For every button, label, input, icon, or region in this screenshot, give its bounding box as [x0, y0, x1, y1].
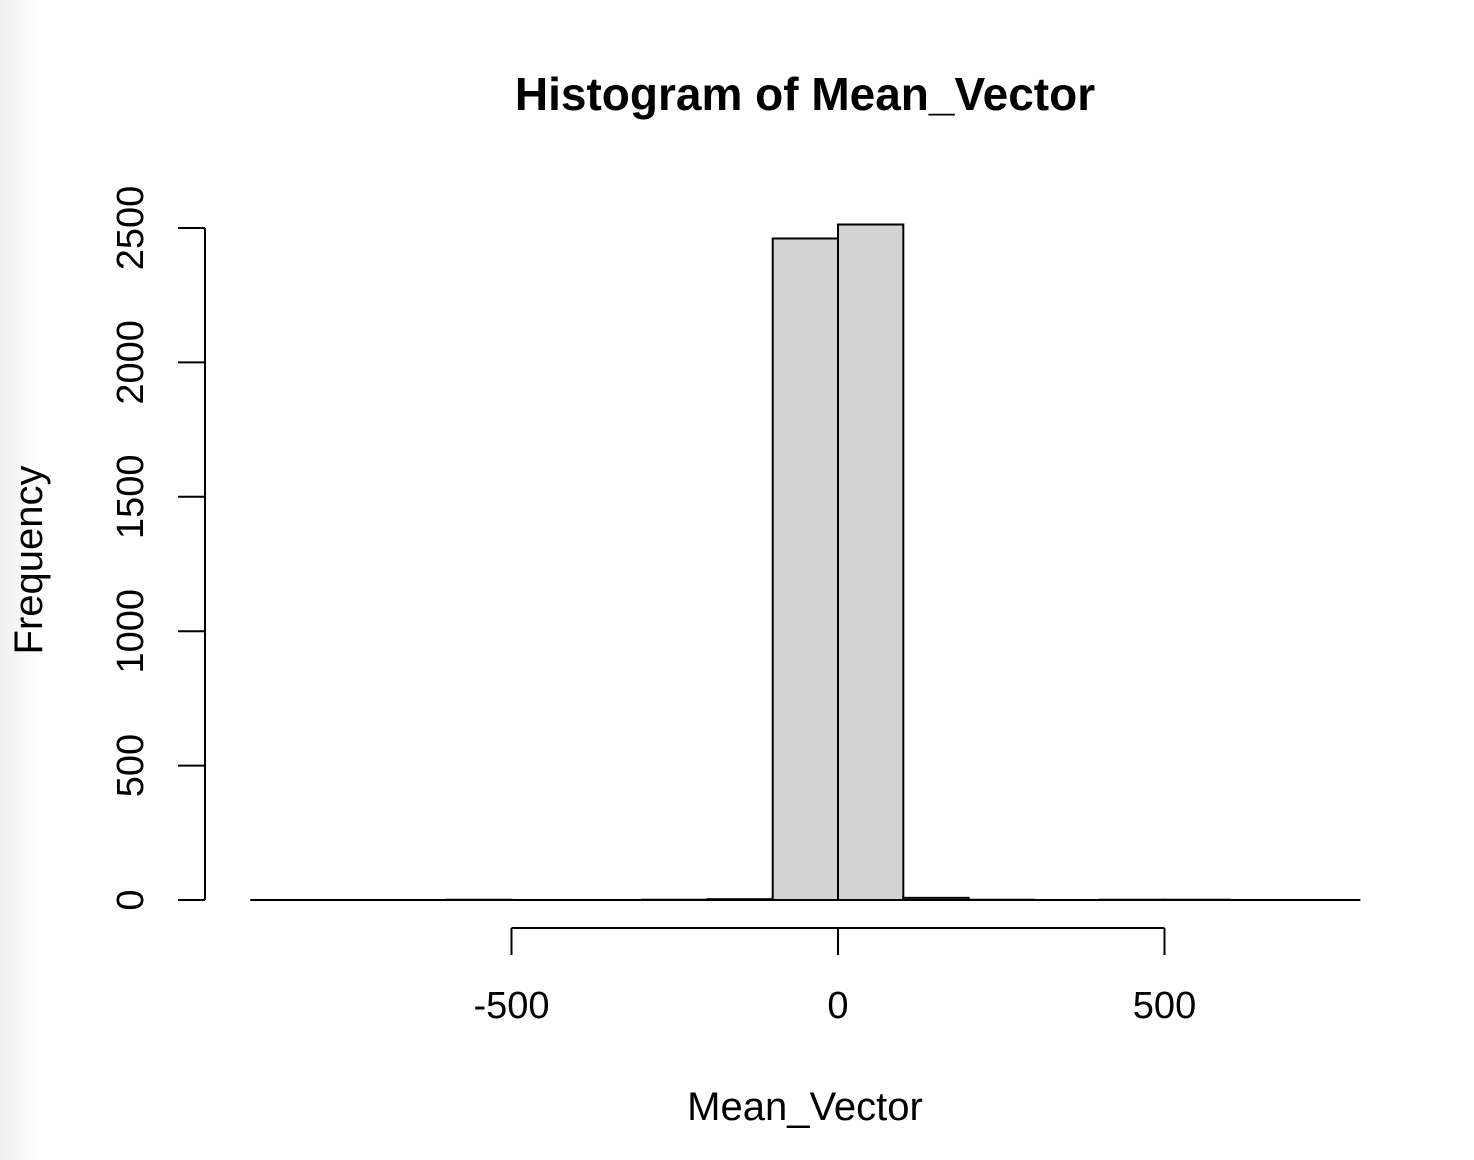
histogram-bar-9 — [837, 223, 905, 901]
histogram-bars — [250, 223, 1361, 902]
left-edge-shadow — [0, 0, 36, 1160]
y-axis: 0 500 1000 1500 2000 2500 — [110, 186, 206, 911]
x-axis: -500 0 500 — [473, 927, 1196, 1027]
y-tick-label: 500 — [110, 734, 152, 797]
x-tick-label: -500 — [473, 985, 549, 1027]
chart-title: Histogram of Mean_Vector — [515, 68, 1095, 120]
y-axis-title: Frequency — [7, 466, 51, 655]
x-tick-label: 500 — [1133, 985, 1196, 1027]
y-tick-label: 0 — [110, 889, 152, 910]
x-axis-title: Mean_Vector — [687, 1085, 923, 1129]
y-tick-label: 1000 — [110, 589, 152, 674]
y-tick-label: 2000 — [110, 320, 152, 405]
histogram-bar-8 — [771, 237, 840, 901]
y-tick-label: 2500 — [110, 186, 152, 271]
x-tick-label: 0 — [827, 985, 848, 1027]
y-tick-label: 1500 — [110, 455, 152, 540]
